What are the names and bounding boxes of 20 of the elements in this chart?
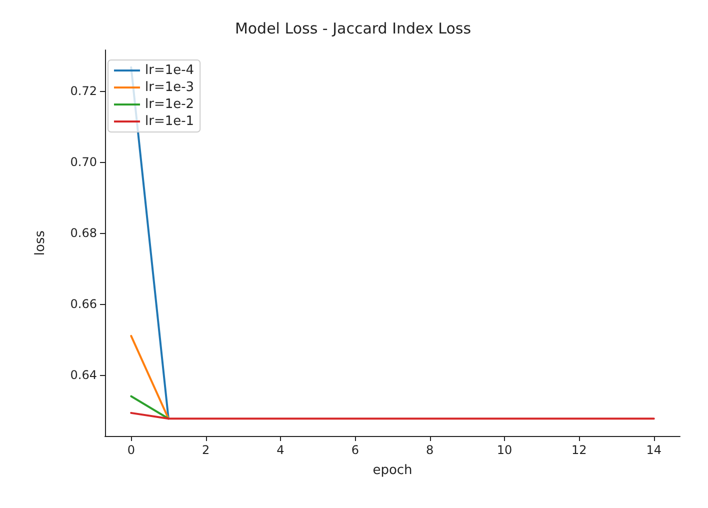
x-tick-label: 6 [351, 443, 359, 457]
y-tick-label: 0.72 [70, 84, 97, 98]
y-tick-label: 0.70 [70, 155, 97, 170]
y-tick-label: 0.68 [70, 226, 97, 240]
x-axis-title: epoch [372, 463, 412, 478]
legend-label: lr=1e-1 [145, 114, 194, 129]
x-tick-label: 2 [202, 443, 210, 457]
x-tick-label: 8 [426, 443, 434, 457]
chart-title: Model Loss - Jaccard Index Loss [234, 20, 472, 38]
legend-label: lr=1e-3 [145, 80, 194, 95]
legend-label: lr=1e-2 [145, 97, 194, 112]
x-tick-label: 12 [572, 443, 587, 457]
x-tick-label: 14 [646, 443, 662, 457]
y-tick-label: 0.66 [70, 297, 97, 312]
x-tick-label: 4 [276, 443, 284, 457]
x-tick-label: 0 [127, 443, 135, 457]
y-axis-title: loss [33, 230, 48, 256]
x-tick-label: 10 [496, 443, 512, 457]
y-tick-label: 0.64 [70, 368, 97, 382]
legend-label: lr=1e-4 [145, 63, 194, 78]
